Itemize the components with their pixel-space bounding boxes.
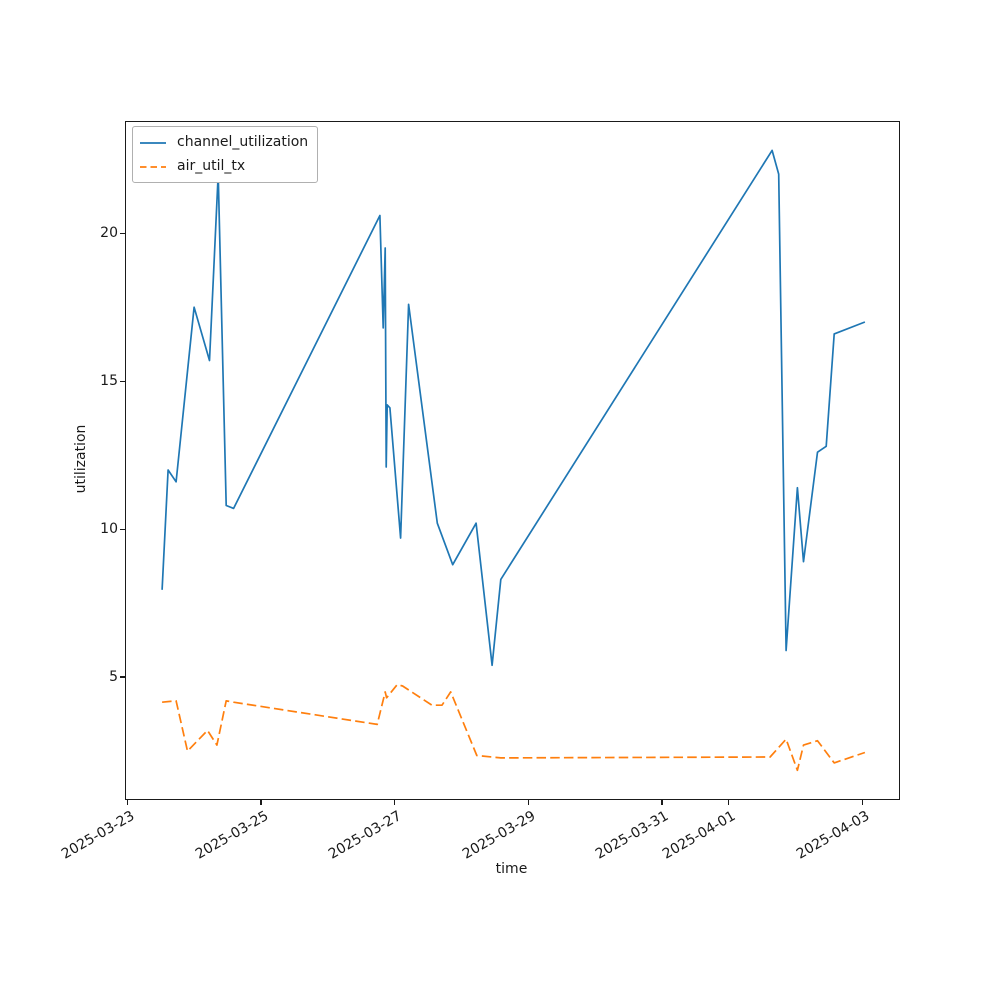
- x-tick-label-text: 2025-03-27: [326, 808, 405, 863]
- series-line-air_util_tx: [162, 683, 866, 772]
- y-tick-label: 10: [100, 521, 118, 538]
- legend: channel_utilization air_util_tx: [132, 126, 319, 183]
- x-tick-mark: [527, 800, 529, 805]
- y-tick-label: 5: [109, 669, 118, 686]
- legend-label: channel_utilization: [177, 134, 309, 150]
- y-axis-label: utilization: [73, 424, 89, 494]
- y-tick-label: 20: [100, 225, 118, 242]
- x-tick-label-text: 2025-04-03: [793, 808, 873, 863]
- x-tick-mark: [394, 800, 396, 805]
- legend-item-air_util_tx: air_util_tx: [140, 156, 308, 177]
- x-tick-label-text: 2025-03-31: [593, 808, 672, 863]
- x-tick-mark: [126, 800, 129, 805]
- x-tick-mark: [661, 800, 663, 805]
- x-tick-label-text: 2025-03-23: [58, 808, 138, 863]
- legend-label: air_util_tx: [177, 158, 246, 174]
- x-axis-label: time: [495, 861, 528, 877]
- y-tick-label: 15: [100, 373, 118, 390]
- x-tick-label-text: 2025-03-25: [192, 808, 271, 863]
- y-tick-mark: [120, 380, 125, 382]
- series-line-channel_utilization: [161, 149, 866, 667]
- legend-item-channel_utilization: channel_utilization: [140, 132, 308, 153]
- x-tick-mark: [728, 800, 730, 805]
- y-tick-mark: [120, 528, 125, 530]
- x-tick-mark: [260, 800, 262, 805]
- x-tick-label-text: 2025-04-01: [660, 808, 739, 863]
- plot-area: channel_utilization air_util_tx: [125, 121, 900, 800]
- legend-line-sample: [140, 165, 166, 168]
- line-plot: [161, 149, 866, 772]
- x-tick-label-text: 2025-03-29: [459, 808, 539, 863]
- legend-line-sample: [140, 141, 166, 144]
- y-tick-mark: [120, 232, 125, 234]
- y-tick-mark: [120, 676, 125, 678]
- x-tick-mark: [861, 800, 863, 805]
